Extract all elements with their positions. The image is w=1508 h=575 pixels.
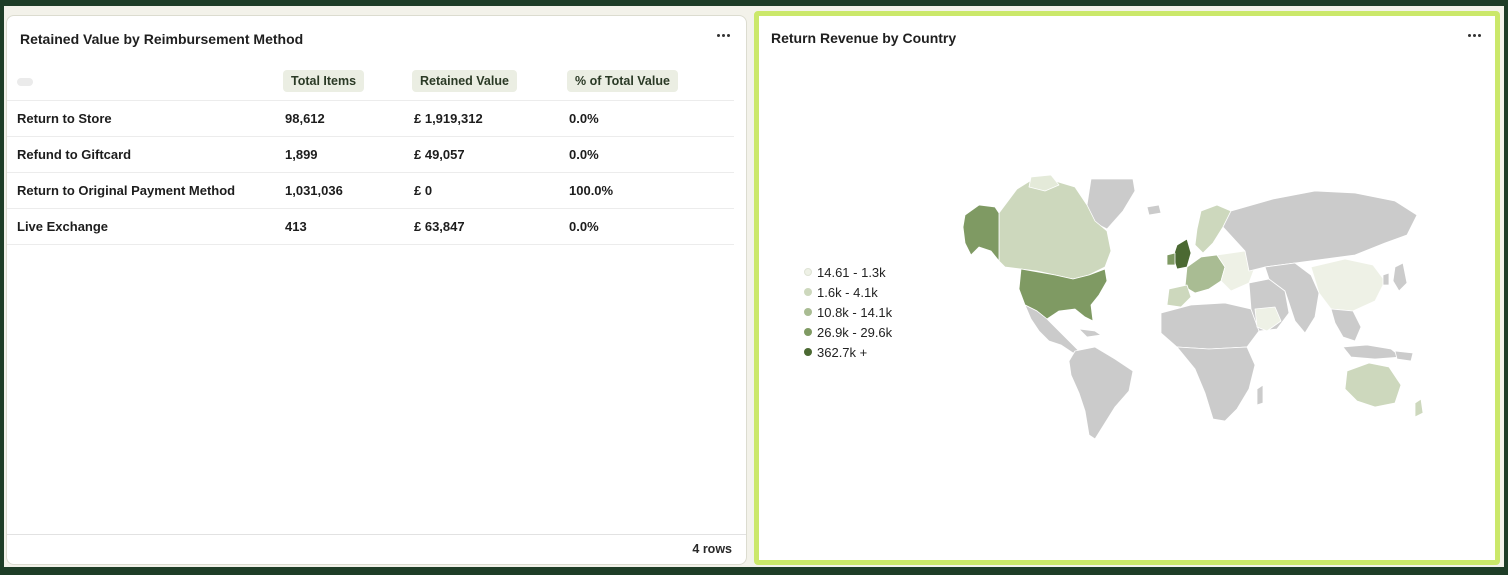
region-south-asia[interactable]	[1264, 262, 1320, 334]
legend-label: 14.61 - 1.3k	[817, 264, 886, 280]
legend-item[interactable]: 362.7k +	[804, 342, 892, 362]
table-footer: 4 rows	[7, 534, 746, 564]
retained-value-cell: £ 63,847	[414, 207, 569, 245]
country-alaska[interactable]	[962, 204, 1000, 262]
region-iberia[interactable]	[1166, 284, 1192, 308]
country-caribbean[interactable]	[1078, 328, 1102, 338]
region-sub-saharan-africa[interactable]	[1176, 346, 1256, 422]
legend-item[interactable]: 10.8k - 14.1k	[804, 302, 892, 322]
blank-header-pill	[17, 77, 33, 86]
total-items-cell: 413	[285, 207, 414, 245]
world-choropleth-map	[962, 174, 1424, 440]
region-south-america[interactable]	[1068, 346, 1134, 440]
method-cell: Live Exchange	[7, 207, 285, 245]
legend-item[interactable]: 1.6k - 4.1k	[804, 282, 892, 302]
country-iceland[interactable]	[1146, 204, 1162, 216]
country-australia[interactable]	[1344, 362, 1402, 408]
row-count-label: 4 rows	[692, 542, 732, 556]
country-uk[interactable]	[1172, 238, 1192, 270]
method-cell: Refund to Giftcard	[7, 135, 285, 172]
legend-label: 26.9k - 29.6k	[817, 324, 893, 340]
legend-swatch-icon	[804, 308, 812, 316]
country-ireland[interactable]	[1166, 252, 1176, 266]
pct-total-cell: 0.0%	[569, 207, 734, 245]
total-items-cell: 98,612	[285, 99, 414, 136]
more-options-button[interactable]	[712, 26, 734, 44]
table-row[interactable]: Live Exchange 413 £ 63,847 0.0%	[7, 207, 734, 245]
column-header-pct-total[interactable]: % of Total Value	[567, 63, 734, 100]
legend-label: 10.8k - 14.1k	[817, 304, 893, 320]
pct-total-cell: 0.0%	[569, 135, 734, 172]
retained-value-card: Retained Value by Reimbursement Method T…	[6, 15, 747, 565]
region-north-africa[interactable]	[1160, 302, 1260, 350]
dot-icon	[1477, 33, 1481, 37]
country-papua[interactable]	[1394, 350, 1414, 362]
legend-item[interactable]: 14.61 - 1.3k	[804, 262, 892, 282]
total-items-cell: 1,899	[285, 135, 414, 172]
card-title: Retained Value by Reimbursement Method	[20, 31, 304, 47]
legend-item[interactable]: 26.9k - 29.6k	[804, 322, 892, 342]
map-legend: 14.61 - 1.3k 1.6k - 4.1k 10.8k - 14.1k 2…	[804, 262, 892, 362]
country-china[interactable]	[1310, 258, 1386, 312]
dot-icon	[726, 33, 730, 37]
country-saudi-arabia[interactable]	[1254, 306, 1282, 332]
region-scandinavia[interactable]	[1194, 204, 1232, 254]
more-options-button[interactable]	[1463, 26, 1485, 44]
country-russia[interactable]	[1222, 190, 1418, 272]
dot-icon	[716, 33, 720, 37]
method-cell: Return to Original Payment Method	[7, 171, 285, 208]
legend-label: 1.6k - 4.1k	[817, 284, 878, 300]
card-title: Return Revenue by Country	[771, 30, 957, 46]
legend-label: 362.7k +	[817, 344, 868, 360]
table-row[interactable]: Return to Original Payment Method 1,031,…	[7, 171, 734, 208]
legend-swatch-icon	[804, 288, 812, 296]
country-canada-islands[interactable]	[1028, 174, 1060, 192]
total-items-cell: 1,031,036	[285, 171, 414, 208]
reimbursement-table: Total Items Retained Value % of Total Va…	[7, 63, 734, 245]
legend-swatch-icon	[804, 268, 812, 276]
region-western-europe[interactable]	[1184, 254, 1226, 294]
table-row[interactable]: Return to Store 98,612 £ 1,919,312 0.0%	[7, 99, 734, 136]
legend-swatch-icon	[804, 348, 812, 356]
country-korea[interactable]	[1382, 272, 1390, 286]
dot-icon	[1467, 33, 1471, 37]
dot-icon	[721, 33, 725, 37]
country-new-zealand[interactable]	[1414, 398, 1424, 418]
dashboard: Retained Value by Reimbursement Method T…	[4, 6, 1504, 567]
column-header-total-items[interactable]: Total Items	[283, 63, 414, 100]
column-header-retained-value[interactable]: Retained Value	[412, 63, 569, 100]
region-indonesia[interactable]	[1342, 344, 1402, 360]
country-japan[interactable]	[1392, 262, 1408, 292]
country-madagascar[interactable]	[1256, 384, 1264, 406]
retained-value-cell: £ 1,919,312	[414, 99, 569, 136]
dot-icon	[1472, 33, 1476, 37]
column-header-method[interactable]	[7, 63, 285, 100]
table-row[interactable]: Refund to Giftcard 1,899 £ 49,057 0.0%	[7, 135, 734, 172]
region-southeast-asia[interactable]	[1330, 308, 1362, 342]
legend-swatch-icon	[804, 328, 812, 336]
return-revenue-map-card: Return Revenue by Country 14.61 - 1.3k 1…	[754, 11, 1500, 565]
retained-value-cell: £ 49,057	[414, 135, 569, 172]
pct-total-cell: 0.0%	[569, 99, 734, 136]
method-cell: Return to Store	[7, 99, 285, 136]
pct-total-cell: 100.0%	[569, 171, 734, 208]
table-header-row: Total Items Retained Value % of Total Va…	[7, 63, 734, 100]
retained-value-cell: £ 0	[414, 171, 569, 208]
